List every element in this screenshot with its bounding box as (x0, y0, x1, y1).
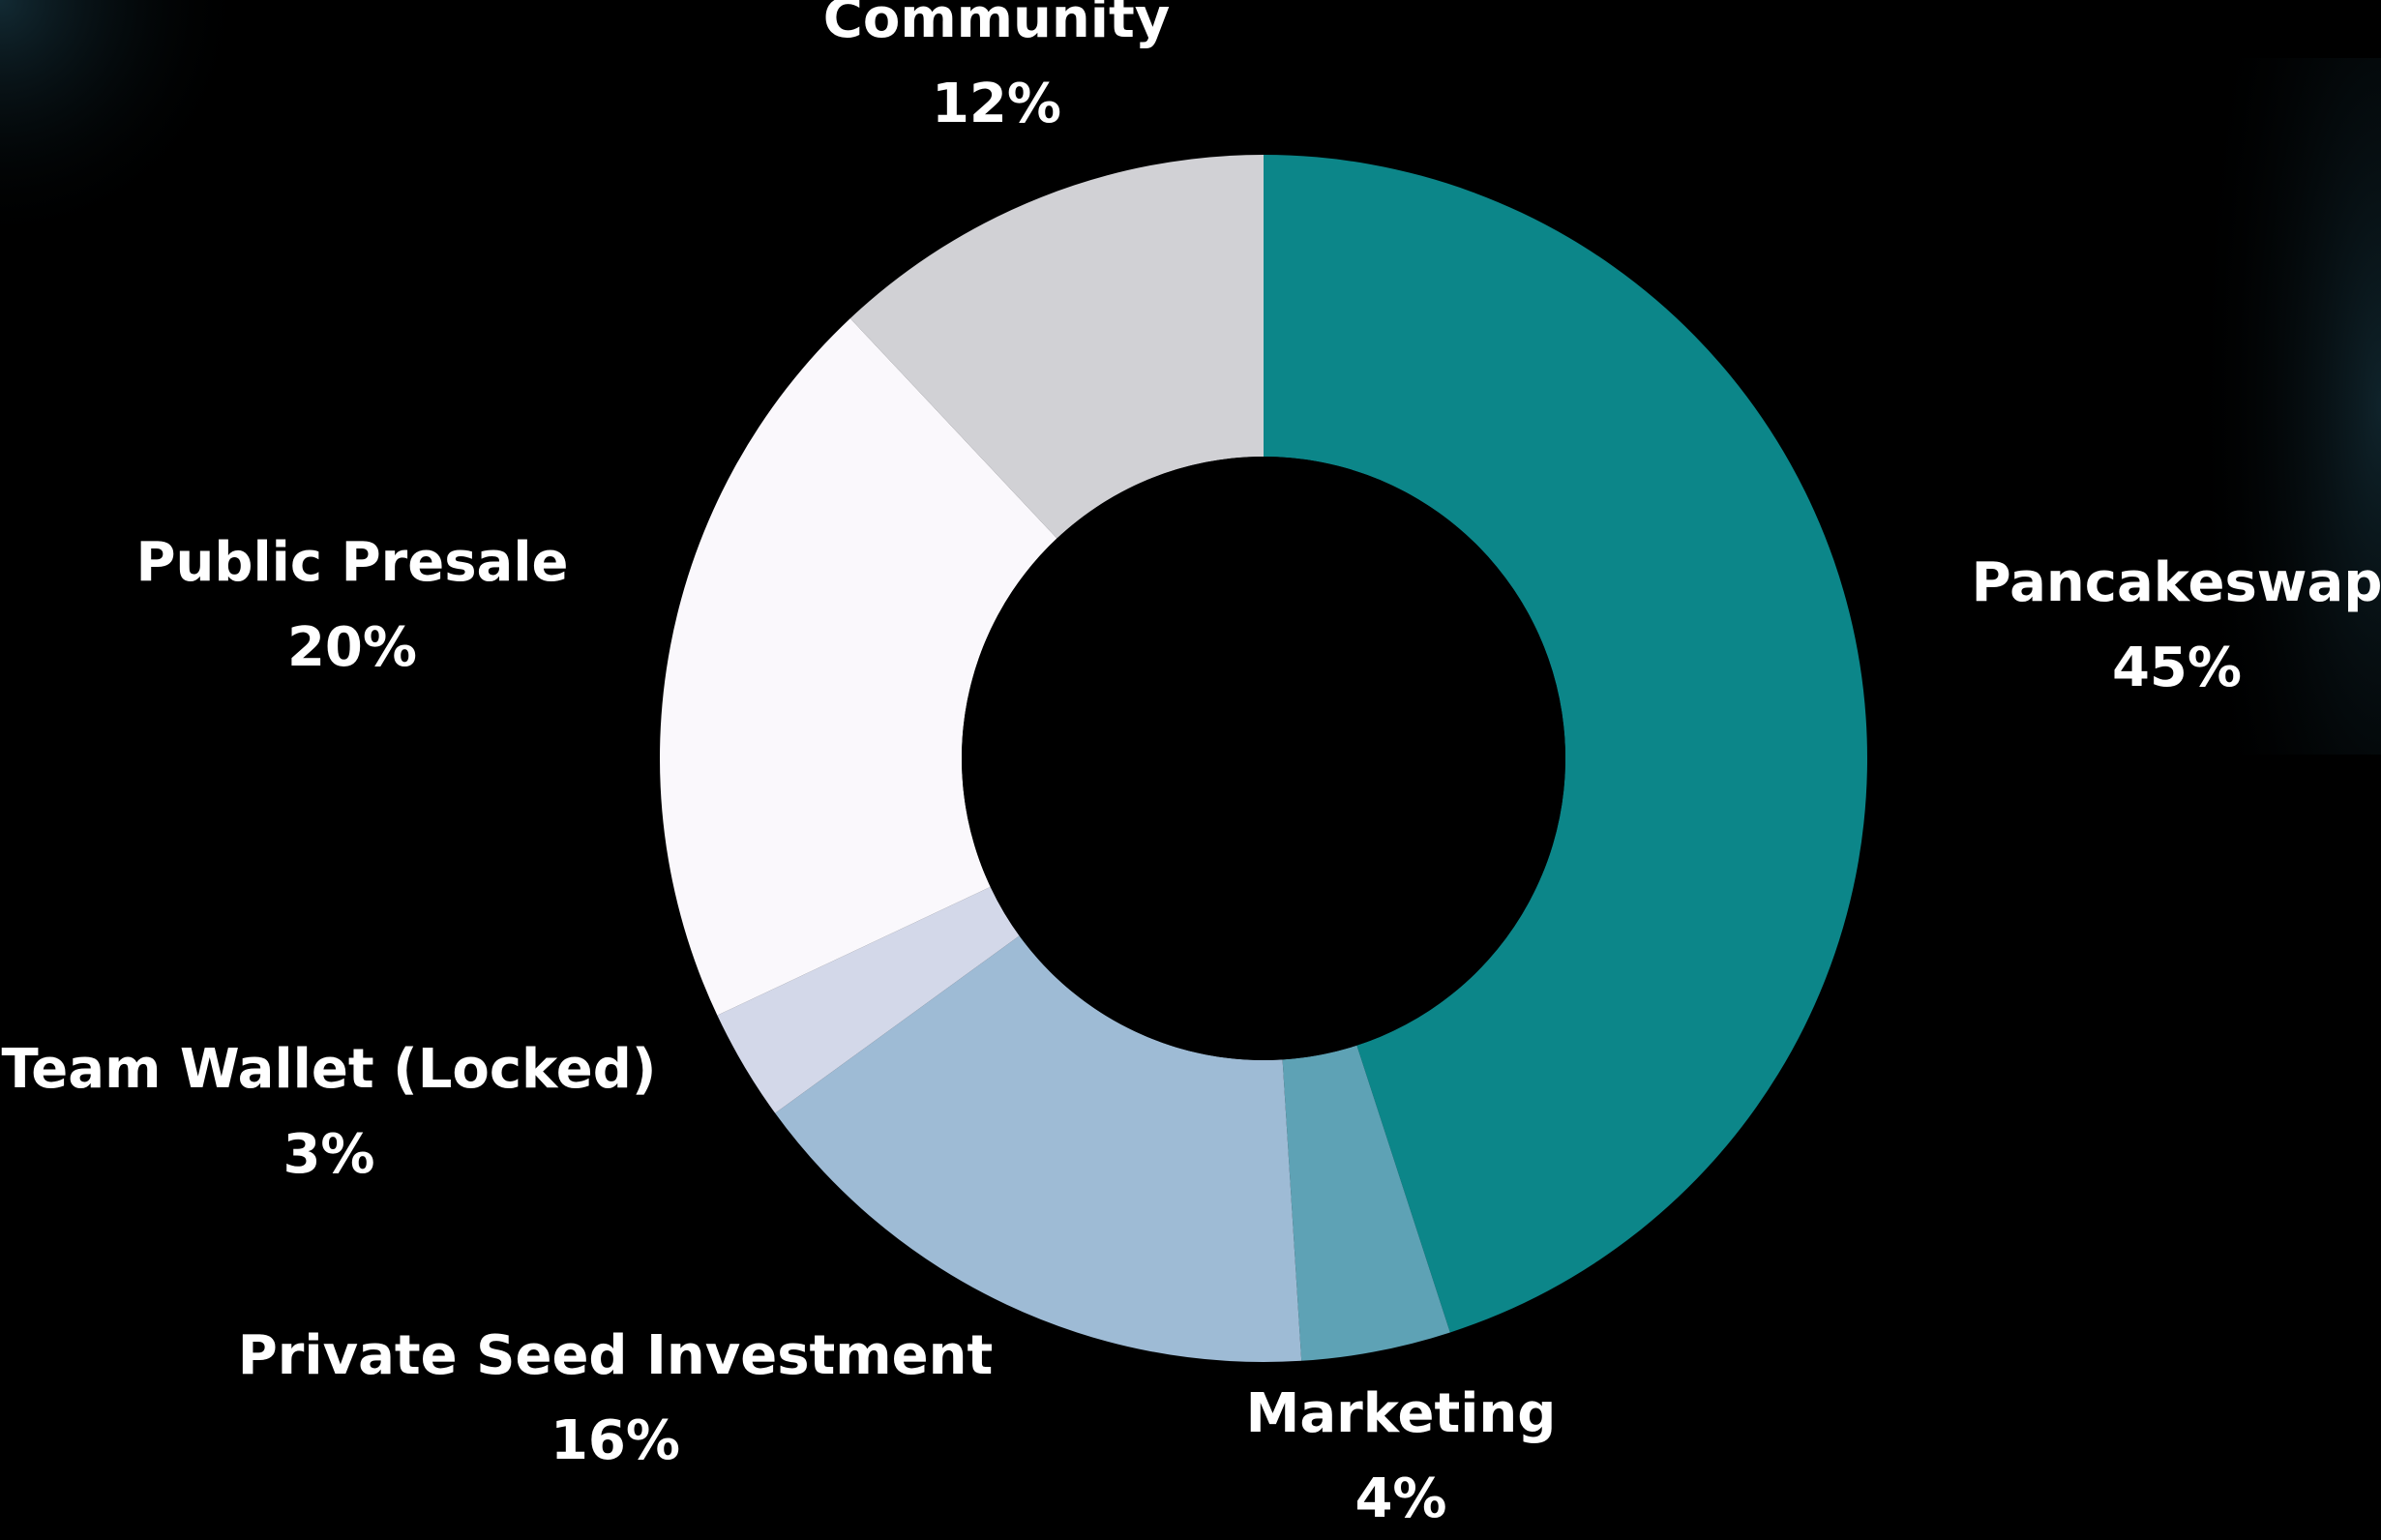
donut-slices (659, 155, 1868, 1362)
slice-public-presale (659, 318, 1057, 1016)
slice-label-pancakeswap: Pancakeswap (1972, 551, 2381, 614)
donut-hole (962, 457, 1565, 1060)
slice-label-team-wallet-locked: Team Wallet (Locked) (2, 1038, 657, 1101)
slice-value-team-wallet-locked: 3% (283, 1123, 374, 1186)
slice-label-marketing: Marketing (1246, 1382, 1557, 1445)
slice-pancakeswap (1264, 155, 1868, 1333)
slice-community (849, 155, 1264, 539)
background-glow-top-left (0, 0, 252, 252)
slice-label-public-presale: Public Presale (135, 531, 568, 594)
slice-marketing (1282, 1045, 1450, 1361)
background-glow-right (2187, 58, 2381, 755)
slice-team-wallet-locked (717, 886, 1020, 1113)
slice-private-seed-investment (775, 935, 1302, 1362)
slice-label-private-seed-investment: Private Seed Investment (238, 1324, 994, 1387)
slice-value-private-seed-investment: 16% (551, 1409, 680, 1472)
slice-label-community: Community (823, 0, 1170, 50)
slice-value-pancakeswap: 45% (2112, 637, 2242, 699)
slice-value-marketing: 4% (1354, 1467, 1446, 1530)
slice-value-community: 12% (932, 73, 1061, 135)
slice-value-public-presale: 20% (287, 616, 417, 679)
